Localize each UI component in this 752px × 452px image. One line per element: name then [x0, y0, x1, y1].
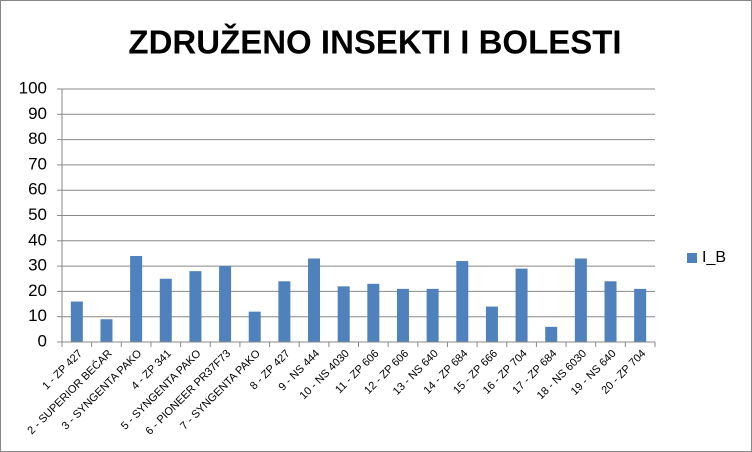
y-tick-label: 80 — [28, 129, 47, 148]
bar — [456, 261, 469, 342]
legend-label: I_B — [702, 249, 726, 266]
bar — [634, 288, 647, 342]
bar — [545, 326, 558, 342]
bar — [70, 301, 83, 342]
y-tick-label: 30 — [28, 256, 47, 275]
bar — [159, 278, 172, 342]
bar — [189, 271, 202, 342]
bar — [278, 281, 291, 342]
bar — [130, 255, 143, 342]
bar — [367, 283, 380, 342]
bar — [100, 319, 113, 342]
y-tick-label: 20 — [28, 281, 47, 300]
bar — [574, 258, 587, 342]
y-tick-label: 60 — [28, 180, 47, 199]
y-tick-label: 0 — [38, 331, 47, 350]
bar — [396, 288, 409, 342]
bar — [485, 306, 498, 342]
bar — [604, 281, 617, 342]
bar — [308, 258, 321, 342]
legend-swatch — [687, 253, 697, 263]
y-tick-label: 50 — [28, 205, 47, 224]
bar — [337, 286, 350, 342]
y-tick-label: 90 — [28, 104, 47, 123]
bar — [219, 266, 232, 342]
y-tick-label: 40 — [28, 230, 47, 249]
y-tick-label: 70 — [28, 154, 47, 173]
y-tick-label: 10 — [28, 306, 47, 325]
bar — [426, 288, 439, 342]
y-tick-label: 100 — [19, 78, 47, 97]
bar — [515, 268, 528, 342]
bar — [248, 311, 261, 342]
chart-title: ZDRUŽENO INSEKTI I BOLESTI — [128, 24, 621, 61]
